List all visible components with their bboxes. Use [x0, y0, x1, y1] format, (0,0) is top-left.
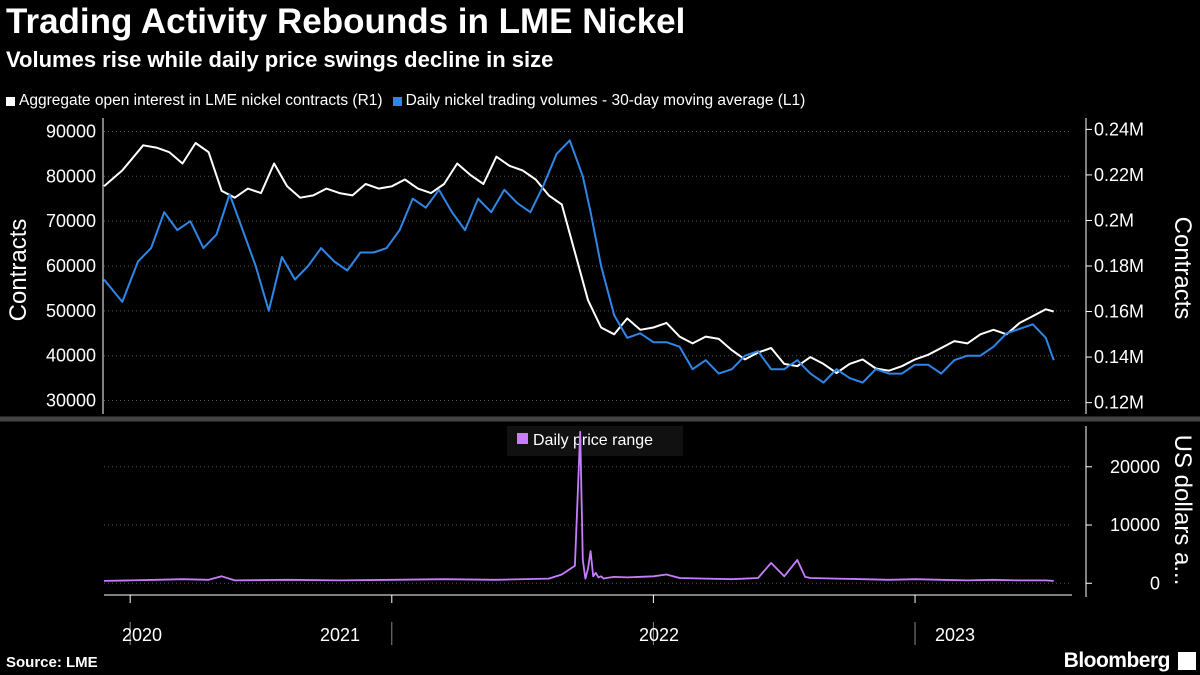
- open-interest-series-line: [103, 142, 1054, 374]
- right-tick-label: 0.14M: [1094, 347, 1144, 367]
- right-tick-label: 0.16M: [1094, 302, 1144, 322]
- year-label-2020: 2020: [122, 625, 162, 645]
- left-tick-label: 80000: [46, 166, 96, 186]
- legend-label-volumes: Daily nickel trading volumes - 30-day mo…: [405, 92, 806, 109]
- x-axis: 2020 2021 2022 2023: [122, 595, 975, 645]
- series-layer: [103, 139, 1055, 582]
- bottom-panel-grid: [104, 466, 1072, 584]
- price-range-series-line: [103, 430, 1054, 582]
- chart-title: Trading Activity Rebounds in LME Nickel: [6, 2, 686, 41]
- right-tick-label: 0.18M: [1094, 256, 1144, 276]
- year-label-2021: 2021: [320, 625, 360, 645]
- year-label-2023: 2023: [935, 625, 975, 645]
- volumes-swatch-icon: [392, 96, 402, 106]
- left-axis: 90000 80000 70000 60000 50000 40000 30000: [46, 118, 104, 414]
- left-axis-title: Contracts: [5, 219, 32, 322]
- bloomberg-terminal-icon: [1178, 652, 1196, 670]
- legend-label-open-interest: Aggregate open interest in LME nickel co…: [19, 92, 383, 109]
- right-axis: 0.24M 0.22M 0.2M 0.18M 0.16M 0.14M 0.12M: [1085, 118, 1144, 414]
- left-tick-label: 90000: [46, 121, 96, 141]
- left-tick-label: 70000: [46, 211, 96, 231]
- bloomberg-logo: Bloomberg: [1063, 649, 1171, 672]
- top-legend: Aggregate open interest in LME nickel co…: [6, 92, 805, 110]
- left-tick-label: 30000: [46, 391, 96, 411]
- volumes-series-line: [103, 139, 1055, 384]
- bottom-right-axis-title: US dollars a...: [1169, 435, 1196, 586]
- source-note: Source: LME: [6, 654, 98, 671]
- right-tick-label: 0.12M: [1094, 393, 1144, 413]
- left-tick-label: 40000: [46, 346, 96, 366]
- bottom-right-axis: 20000 10000 0: [1085, 426, 1160, 597]
- bottom-tick-label: 20000: [1110, 457, 1160, 477]
- bottom-tick-label: 0: [1150, 573, 1160, 593]
- left-tick-label: 60000: [46, 256, 96, 276]
- price-range-swatch-icon: [517, 433, 528, 444]
- top-panel-grid: [104, 130, 1072, 402]
- bottom-tick-label: 10000: [1110, 515, 1160, 535]
- left-tick-label: 50000: [46, 301, 96, 321]
- legend-item-open-interest: Aggregate open interest in LME nickel co…: [6, 92, 383, 110]
- right-axis-title: Contracts: [1169, 217, 1196, 320]
- year-label-2022: 2022: [639, 625, 679, 645]
- open-interest-swatch-icon: [6, 96, 15, 106]
- legend-item-volumes: Daily nickel trading volumes - 30-day mo…: [392, 92, 806, 110]
- price-range-legend-box: [507, 426, 683, 456]
- legend-label-price-range: Daily price range: [533, 432, 653, 449]
- right-tick-label: 0.24M: [1094, 119, 1144, 139]
- chart-subtitle: Volumes rise while daily price swings de…: [6, 47, 554, 72]
- right-tick-label: 0.22M: [1094, 165, 1144, 185]
- right-tick-label: 0.2M: [1094, 210, 1134, 230]
